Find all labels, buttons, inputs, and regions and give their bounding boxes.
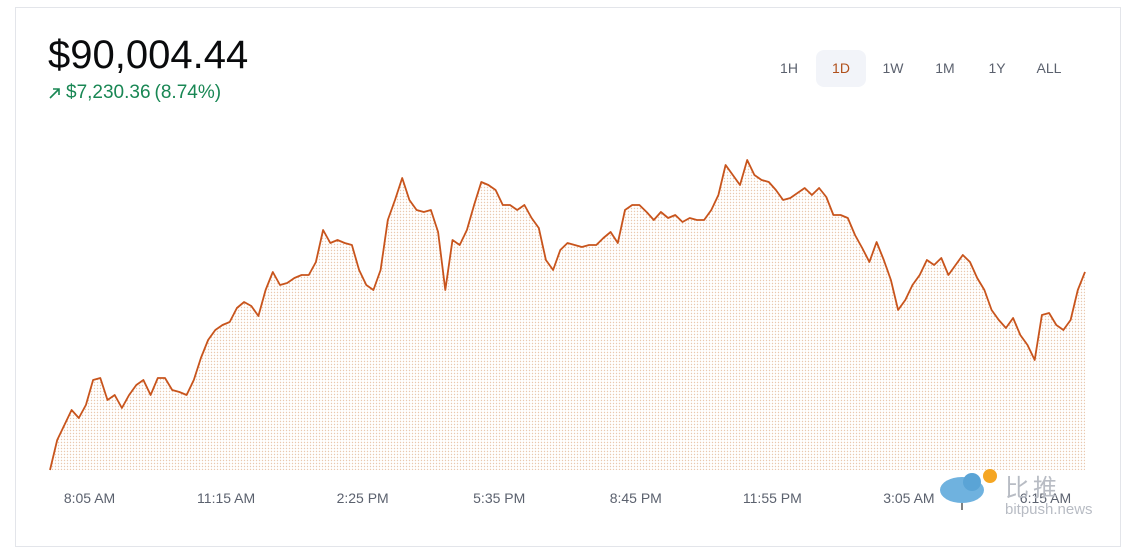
chart: 8:05 AM 11:15 AM 2:25 PM 5:35 PM 8:45 PM 11:5… <box>49 159 1086 510</box>
range-button[interactable]: 1W <box>882 60 904 76</box>
range-selector: 1H 1D 1W 1M 1Y ALL <box>764 50 1074 87</box>
x-tick-label: 2:25 PM <box>337 490 389 506</box>
x-tick-label: 6:15 AM <box>1020 490 1071 506</box>
x-tick-label: 8:05 AM <box>64 490 115 506</box>
range-button[interactable]: 1H <box>780 60 798 76</box>
watermark: 比推 bitpush.news <box>1005 468 1093 518</box>
x-tick-label: 11:55 PM <box>743 490 802 506</box>
x-tick-label: 11:15 AM <box>197 490 255 506</box>
range-button[interactable]: 1Y <box>988 60 1006 76</box>
range-button[interactable]: 1M <box>935 60 955 76</box>
range-button[interactable]: ALL <box>1036 60 1062 76</box>
change-amount: $7,230.36 <box>66 82 151 103</box>
area-fill <box>50 160 1085 470</box>
x-tick-label: 5:35 PM <box>473 490 525 506</box>
x-tick-label: 3:05 AM <box>883 490 934 506</box>
x-tick-label: 8:45 PM <box>610 490 662 506</box>
price-line <box>49 159 1086 471</box>
page: $90,004.44 $7,230.36 (8.74%) 1H 1D 1W 1M 1Y A… <box>15 7 1121 547</box>
watermark-brand: 比推 <box>1005 475 1061 502</box>
watermark-site: bitpush.news <box>1005 501 1093 518</box>
bird-icon <box>940 469 997 510</box>
range-button[interactable]: 1D <box>816 50 866 87</box>
change-percent: (8.74%) <box>154 82 222 103</box>
price-change: $7,230.36 (8.74%) <box>48 82 221 104</box>
up-arrow-icon <box>49 88 60 99</box>
price: $90,004.44 <box>48 33 249 77</box>
